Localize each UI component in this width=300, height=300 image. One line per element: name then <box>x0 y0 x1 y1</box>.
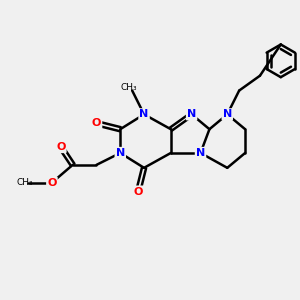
Text: O: O <box>92 118 101 128</box>
Text: N: N <box>223 109 232 119</box>
Text: O: O <box>47 178 57 188</box>
Text: N: N <box>196 148 205 158</box>
Text: CH₃: CH₃ <box>121 83 137 92</box>
Text: O: O <box>134 187 143 196</box>
Text: O: O <box>56 142 65 152</box>
Text: N: N <box>187 109 196 119</box>
Text: N: N <box>140 109 149 119</box>
Text: N: N <box>116 148 125 158</box>
Text: CH₃: CH₃ <box>17 178 34 187</box>
